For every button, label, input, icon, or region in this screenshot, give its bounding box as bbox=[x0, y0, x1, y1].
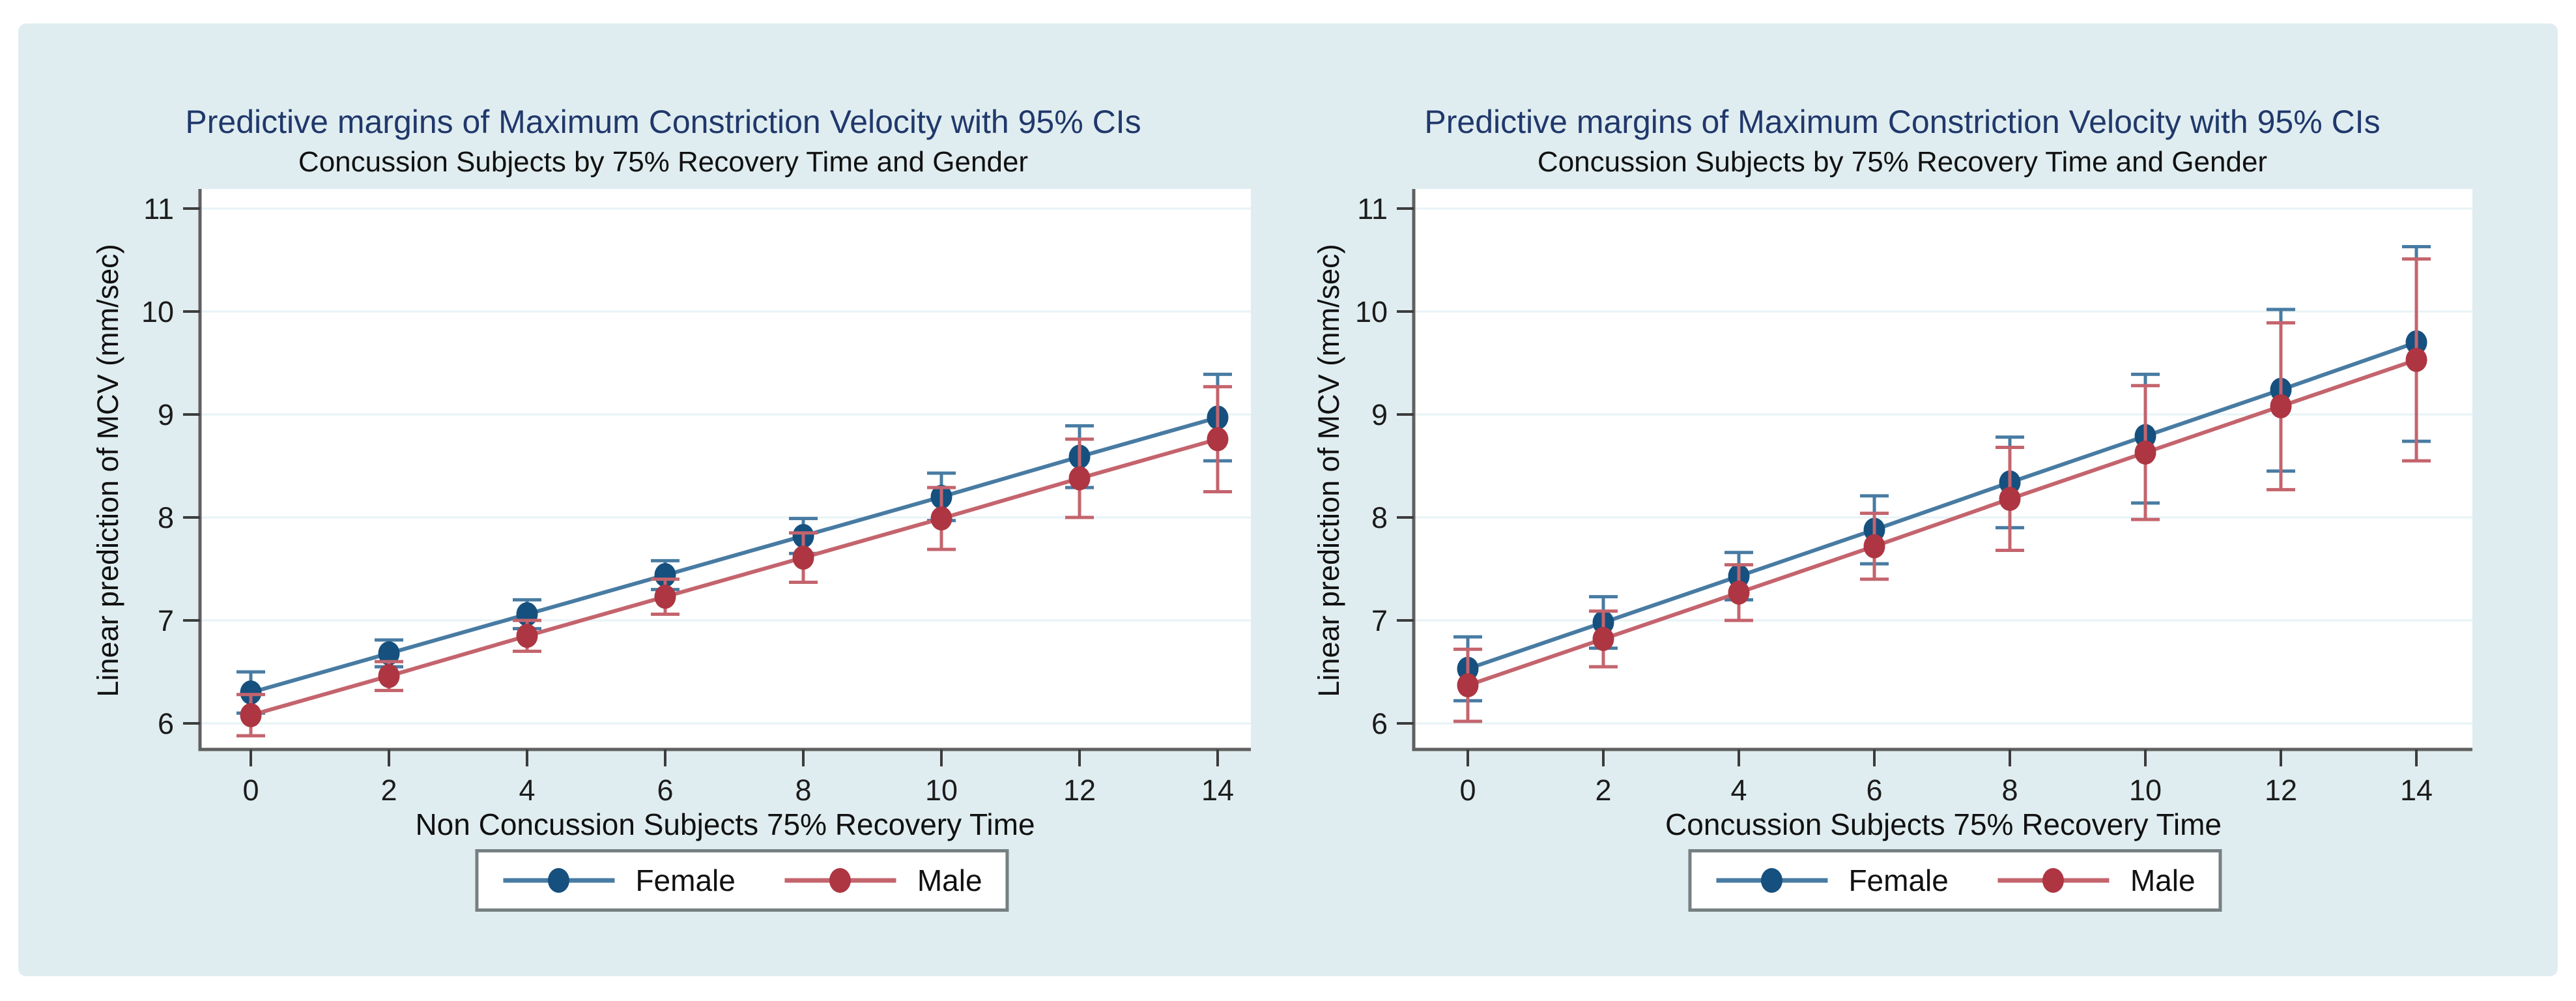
data-point bbox=[516, 624, 538, 648]
series-male bbox=[1453, 257, 2431, 723]
data-point bbox=[1863, 534, 1885, 559]
x-tick-label: 2 bbox=[380, 774, 397, 807]
data-point bbox=[1999, 487, 2021, 512]
series-line bbox=[250, 437, 1218, 718]
x-axis-label-left: Non Concussion Subjects 75% Recovery Tim… bbox=[415, 807, 1035, 841]
data-point bbox=[792, 545, 814, 570]
y-tick-label: 6 bbox=[1371, 707, 1388, 740]
x-tick-label: 4 bbox=[519, 774, 535, 807]
data-point bbox=[240, 680, 262, 705]
legend-label-female: Female bbox=[1848, 863, 1949, 897]
series-male bbox=[236, 384, 1232, 738]
male-series-key-icon bbox=[784, 865, 898, 895]
data-point bbox=[2134, 440, 2156, 465]
y-tick-label: 6 bbox=[158, 707, 174, 740]
legend-right: Female Male bbox=[1688, 849, 2222, 912]
x-tick-label: 0 bbox=[1459, 774, 1476, 807]
y-tick-label: 8 bbox=[158, 501, 174, 534]
data-point bbox=[240, 703, 262, 727]
legend-item-male: Male bbox=[1997, 863, 2196, 898]
plot-area bbox=[200, 189, 1251, 749]
legend-item-female: Female bbox=[1715, 863, 1949, 898]
data-point bbox=[1068, 466, 1091, 491]
plot-area bbox=[1414, 189, 2472, 749]
y-tick-label: 8 bbox=[1371, 501, 1388, 534]
y-axis-label-left: Linear prediction of MCV (mm/sec) bbox=[91, 244, 124, 697]
chart-1: 6 7 8 9 10 11 0 2 4 6 8 10 12 14 bbox=[1355, 189, 2472, 807]
x-tick-label: 6 bbox=[657, 774, 673, 807]
chart-title-left: Predictive margins of Maximum Constricti… bbox=[185, 104, 1141, 140]
data-point bbox=[1457, 673, 1479, 698]
x-tick-label: 14 bbox=[2400, 774, 2433, 807]
axis-lines bbox=[1412, 189, 2472, 751]
x-tick-label: 12 bbox=[1063, 774, 1096, 807]
x-tick-label: 10 bbox=[2129, 774, 2162, 807]
y-tick-label: 7 bbox=[1371, 604, 1388, 637]
data-point bbox=[654, 562, 676, 587]
series-line bbox=[1467, 340, 2417, 671]
data-point bbox=[2405, 347, 2427, 372]
legend-item-female: Female bbox=[502, 863, 736, 898]
series-line bbox=[1467, 358, 2417, 688]
data-point bbox=[378, 641, 400, 666]
x-tick-label: 4 bbox=[1730, 774, 1747, 807]
y-tick-label: 9 bbox=[158, 398, 174, 431]
male-series-key-icon bbox=[1997, 865, 2111, 895]
x-tick-label: 8 bbox=[795, 774, 811, 807]
female-series-key-icon bbox=[1715, 865, 1829, 895]
chart-0: 6 7 8 9 10 11 0 2 4 6 8 10 12 14 bbox=[141, 189, 1251, 807]
chart-subtitle-left: Concussion Subjects by 75% Recovery Time… bbox=[298, 146, 1029, 178]
data-point bbox=[1207, 427, 1229, 452]
x-tick-label: 14 bbox=[1201, 774, 1234, 807]
x-tick-label: 0 bbox=[242, 774, 259, 807]
data-point bbox=[654, 585, 676, 609]
x-tick-label: 6 bbox=[1866, 774, 1882, 807]
data-point bbox=[1728, 580, 1750, 605]
x-tick-label: 2 bbox=[1595, 774, 1611, 807]
series-line bbox=[250, 415, 1218, 695]
y-tick-label: 10 bbox=[1355, 295, 1388, 328]
y-tick-label: 10 bbox=[141, 295, 174, 328]
x-tick-label: 8 bbox=[2001, 774, 2018, 807]
y-tick-label: 7 bbox=[158, 604, 174, 637]
chart-title-right: Predictive margins of Maximum Constricti… bbox=[1424, 104, 2381, 140]
axis-lines bbox=[198, 189, 1251, 751]
legend-label-male: Male bbox=[917, 863, 982, 897]
chart-subtitle-right: Concussion Subjects by 75% Recovery Time… bbox=[1537, 146, 2268, 178]
female-series-key-icon bbox=[502, 865, 616, 895]
data-point bbox=[378, 663, 400, 688]
data-point bbox=[1592, 626, 1614, 651]
legend-left: Female Male bbox=[475, 849, 1009, 912]
legend-label-female: Female bbox=[635, 863, 736, 897]
y-axis-label-right: Linear prediction of MCV (mm/sec) bbox=[1312, 244, 1345, 697]
x-tick-label: 10 bbox=[925, 774, 958, 807]
y-tick-label: 11 bbox=[143, 192, 174, 225]
y-tick-label: 9 bbox=[1371, 398, 1388, 431]
x-tick-label: 12 bbox=[2265, 774, 2297, 807]
data-point bbox=[2270, 394, 2292, 418]
x-axis-label-right: Concussion Subjects 75% Recovery Time bbox=[1665, 807, 2222, 841]
y-tick-label: 11 bbox=[1357, 192, 1388, 225]
legend-item-male: Male bbox=[784, 863, 982, 898]
data-point bbox=[930, 506, 952, 531]
legend-label-male: Male bbox=[2130, 863, 2196, 897]
